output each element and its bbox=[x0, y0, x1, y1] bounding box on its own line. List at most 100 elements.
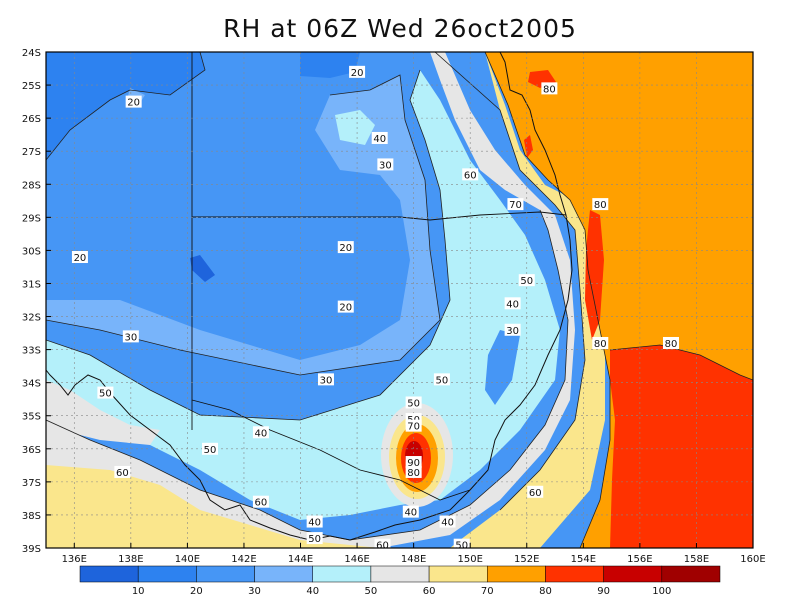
lat-tick-label: 28S bbox=[22, 180, 41, 191]
contour-label-text: 80 bbox=[543, 84, 556, 95]
contour-label-text: 50 bbox=[99, 389, 112, 400]
contour-label: 60 bbox=[462, 168, 479, 181]
contour-label-bg bbox=[592, 336, 609, 349]
contour-label-bg bbox=[507, 198, 524, 211]
colorbar-label: 10 bbox=[132, 586, 145, 597]
colorbar-swatch bbox=[196, 565, 255, 583]
contour-label-bg bbox=[405, 419, 422, 432]
contour-label-text: 40 bbox=[308, 518, 321, 529]
contour-line-80 bbox=[609, 344, 753, 381]
contour-label: 20 bbox=[125, 95, 142, 109]
contour-label: 80 bbox=[592, 336, 609, 350]
contour-label-text: 80 bbox=[407, 468, 420, 479]
contour-label-bg bbox=[125, 95, 142, 108]
contour-label-bg bbox=[592, 198, 609, 211]
lat-tick-label: 27S bbox=[22, 147, 41, 158]
contour-label: 30 bbox=[504, 323, 521, 337]
contour-label-bg bbox=[462, 168, 479, 181]
contour-label-bg bbox=[97, 386, 114, 399]
lat-tick-label: 36S bbox=[22, 445, 41, 456]
contour-label-text: 40 bbox=[404, 508, 417, 519]
contour-label-text: 50 bbox=[204, 445, 217, 456]
contour-label: 20 bbox=[337, 241, 354, 254]
contour-label-text: 50 bbox=[436, 375, 449, 386]
contour-label: 70 bbox=[507, 198, 524, 211]
coastline bbox=[46, 52, 573, 541]
colorbar-swatch bbox=[79, 565, 139, 583]
rh-band-40-50-b bbox=[335, 110, 375, 145]
state-border-vic bbox=[191, 399, 471, 501]
lat-tick-label: 25S bbox=[22, 81, 41, 92]
contour-label-bg bbox=[306, 515, 323, 528]
contour-label-bg bbox=[337, 300, 354, 313]
lat-tick-label: 35S bbox=[22, 412, 41, 423]
lat-tick-label: 30S bbox=[22, 246, 41, 257]
colorbar-label: 90 bbox=[597, 586, 610, 597]
lon-tick-label: 144E bbox=[288, 554, 313, 565]
contour-label-text: 40 bbox=[441, 518, 454, 529]
contour-label-text: 60 bbox=[529, 488, 542, 499]
colorbar-label: 30 bbox=[248, 586, 261, 597]
contour-label-bg bbox=[306, 532, 323, 545]
contour-label-bg bbox=[541, 82, 558, 95]
contour-label-bg bbox=[122, 330, 139, 343]
contour-line-70 bbox=[484, 52, 611, 548]
contour-line-60 bbox=[434, 52, 586, 511]
contour-label: 60 bbox=[252, 495, 269, 509]
contour-label-text: 50 bbox=[407, 399, 420, 410]
contour-label-text: 30 bbox=[506, 326, 519, 337]
colorbar-label: 20 bbox=[190, 586, 203, 597]
colorbar-swatch bbox=[487, 565, 546, 583]
rh-low-core-a bbox=[190, 255, 215, 282]
rh-band-10-20-b bbox=[300, 52, 360, 78]
rh-low-core-b bbox=[485, 330, 520, 405]
contour-label: 80 bbox=[592, 198, 609, 211]
colorbar-label: 70 bbox=[481, 586, 494, 597]
map-title: RH at 06Z Wed 26oct2005 bbox=[223, 14, 577, 43]
contour-label-text: 80 bbox=[594, 200, 607, 211]
contour-label-bg bbox=[202, 442, 219, 455]
contour-label: 30 bbox=[377, 158, 394, 171]
contour-label: 80 bbox=[541, 82, 558, 95]
colorbar-swatch bbox=[312, 565, 372, 583]
colorbar-swatch bbox=[603, 565, 663, 583]
lon-tick-label: 136E bbox=[62, 554, 87, 565]
lat-tick-label: 34S bbox=[22, 379, 41, 390]
contour-label-text: 40 bbox=[373, 134, 386, 145]
colorbar-swatch bbox=[370, 565, 430, 583]
contour-label-bg bbox=[71, 251, 88, 264]
contour-label: 40 bbox=[504, 297, 521, 310]
lat-tick-label: 31S bbox=[22, 279, 41, 290]
rh-band-60-70-b bbox=[435, 52, 605, 548]
contour-label: 40 bbox=[371, 131, 388, 145]
contour-label: 80 bbox=[662, 336, 679, 350]
lon-tick-label: 154E bbox=[571, 554, 596, 565]
lon-tick-label: 148E bbox=[401, 554, 426, 565]
contour-label-text: 20 bbox=[74, 253, 87, 264]
contour-label-bg bbox=[349, 65, 366, 78]
colorbar-label: 80 bbox=[539, 586, 552, 597]
contour-label-text: 20 bbox=[351, 68, 364, 79]
lat-tick-label: 33S bbox=[22, 346, 41, 357]
contour-label-bg bbox=[527, 485, 544, 498]
contour-label-text: 60 bbox=[116, 468, 129, 479]
contour-label-bg bbox=[252, 426, 269, 439]
colorbar-swatch bbox=[137, 565, 197, 583]
map-border bbox=[45, 51, 754, 549]
contour-label-text: 50 bbox=[308, 534, 321, 545]
contour-label: 30 bbox=[122, 330, 139, 343]
lon-tick-labels: 136E 138E 140E 142E 144E 146E 148E 150E 152E 154E… bbox=[62, 543, 766, 565]
lat-tick-label: 24S bbox=[22, 48, 41, 59]
contour-label: 40 bbox=[252, 426, 269, 439]
contour-label-text: 70 bbox=[509, 200, 522, 211]
contour-label-bg bbox=[433, 373, 450, 386]
contour-label-text: 30 bbox=[379, 160, 392, 171]
lat-tick-label: 32S bbox=[22, 313, 41, 324]
lat-tick-label: 26S bbox=[22, 114, 41, 125]
contour-label: 50 bbox=[97, 386, 114, 400]
contour-label: 50 bbox=[453, 538, 470, 552]
contour-label: 50 bbox=[518, 274, 535, 287]
contour-label-bg bbox=[662, 336, 679, 349]
contour-label: 50 bbox=[202, 442, 219, 456]
